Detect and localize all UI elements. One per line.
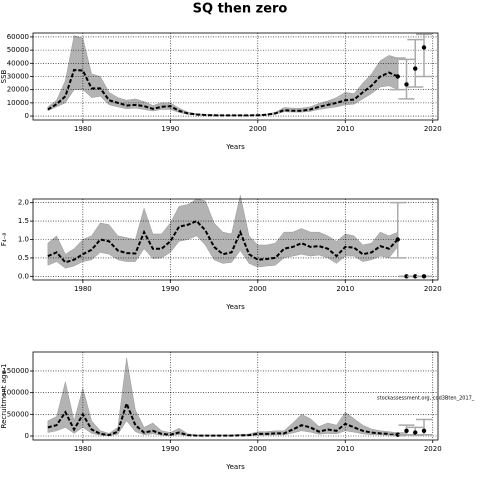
y-tick-label: 60000 bbox=[7, 33, 29, 41]
y-tick-label: 2.0 bbox=[18, 199, 29, 207]
x-tick-label: 1980 bbox=[74, 125, 92, 133]
figure-title: SQ then zero bbox=[193, 2, 288, 17]
x-tick-label: 2020 bbox=[424, 445, 442, 453]
y-tick-label: 40000 bbox=[7, 59, 29, 67]
x-axis-label: Years bbox=[225, 463, 245, 471]
y-tick-label: 0.5 bbox=[18, 254, 29, 262]
x-tick-label: 2020 bbox=[424, 285, 442, 293]
y-axis-label: Recruitment age 1 bbox=[0, 364, 8, 429]
y-axis-label: F₄₋₈ bbox=[0, 233, 8, 247]
x-tick-label: 2020 bbox=[424, 125, 442, 133]
x-tick-label: 1980 bbox=[74, 285, 92, 293]
projection-point bbox=[421, 45, 427, 50]
projection-point bbox=[413, 66, 418, 71]
x-tick-label: 2000 bbox=[249, 285, 267, 293]
projection-point bbox=[404, 428, 409, 434]
x-tick-label: 2010 bbox=[336, 285, 354, 293]
y-tick-label: 1.5 bbox=[18, 217, 29, 225]
projection-point bbox=[395, 432, 400, 437]
projection-point bbox=[413, 274, 418, 279]
median-line bbox=[47, 68, 399, 117]
y-tick-label: 10000 bbox=[7, 99, 29, 107]
median-line bbox=[47, 400, 398, 437]
x-tick-label: 2000 bbox=[249, 125, 267, 133]
y-tick-label: 50000 bbox=[7, 410, 29, 418]
projection-point bbox=[395, 74, 400, 79]
x-tick-label: 2010 bbox=[336, 125, 354, 133]
projection-point bbox=[413, 430, 418, 435]
x-tick-label: 1990 bbox=[161, 125, 179, 133]
x-tick-label: 1990 bbox=[161, 445, 179, 453]
x-axis-label: Years bbox=[225, 303, 245, 311]
x-tick-label: 2010 bbox=[336, 445, 354, 453]
x-tick-label: 1980 bbox=[74, 445, 92, 453]
annotation: stockassessment.org, cod3Bten_2017_ bbox=[377, 396, 475, 402]
y-tick-label: 150000 bbox=[2, 367, 29, 375]
y-tick-label: 30000 bbox=[7, 73, 29, 81]
y-tick-label: 100000 bbox=[2, 389, 29, 397]
y-tick-label: 0.0 bbox=[18, 272, 29, 280]
y-tick-label: 0 bbox=[25, 432, 29, 440]
y-tick-label: 0 bbox=[25, 112, 29, 120]
y-tick-label: 1.0 bbox=[18, 236, 29, 244]
x-axis-label: Years bbox=[225, 143, 245, 151]
projection-point bbox=[395, 237, 400, 242]
projection-point bbox=[421, 274, 427, 279]
projection-point bbox=[404, 274, 409, 279]
projection-point bbox=[404, 82, 409, 87]
projection-point bbox=[421, 428, 427, 434]
axes-frame bbox=[32, 351, 439, 441]
y-tick-label: 20000 bbox=[7, 86, 29, 94]
y-tick-label: 50000 bbox=[7, 46, 29, 54]
y-axis-label: SSB bbox=[0, 69, 8, 83]
x-tick-label: 2000 bbox=[249, 445, 267, 453]
x-tick-label: 1990 bbox=[161, 285, 179, 293]
median-line bbox=[47, 219, 399, 264]
